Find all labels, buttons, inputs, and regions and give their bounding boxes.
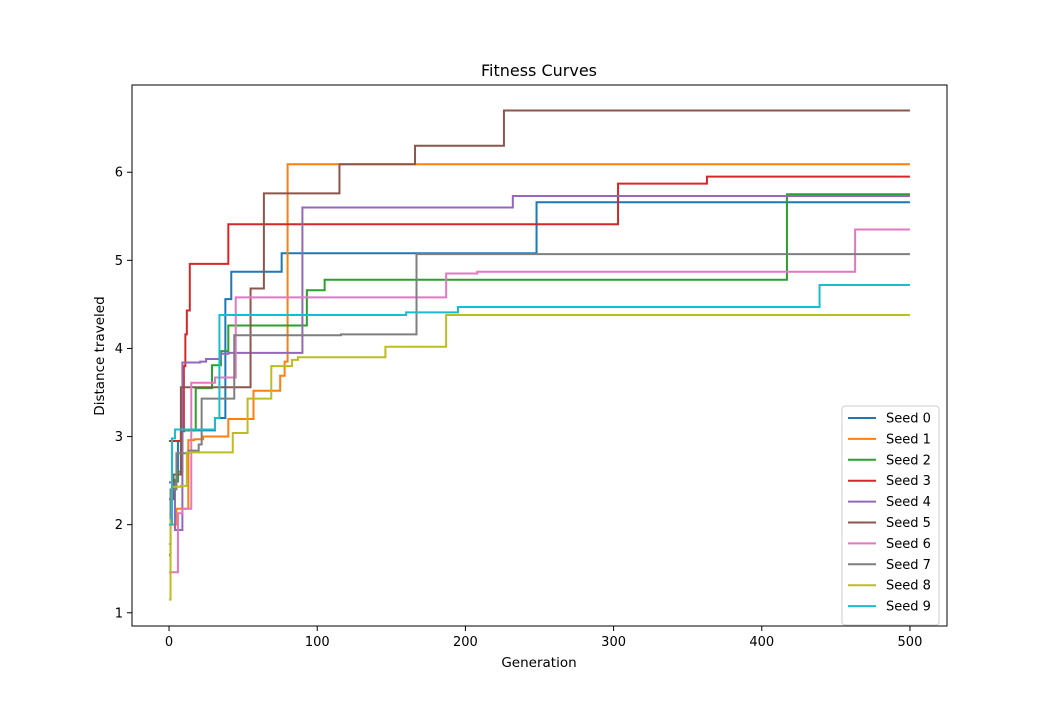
y-tick-label: 2: [115, 518, 123, 533]
legend-label-seed-3: Seed 3: [886, 474, 931, 489]
series-line-seed-4: [169, 195, 910, 531]
x-tick-label: 0: [165, 635, 173, 650]
legend-label-seed-0: Seed 0: [886, 412, 931, 427]
legend-label-seed-1: Seed 1: [886, 432, 931, 447]
series-line-seed-9: [169, 284, 910, 526]
series-line-seed-1: [169, 163, 910, 557]
y-tick-label: 4: [115, 342, 123, 357]
x-axis-label: Generation: [501, 655, 576, 671]
y-tick-label: 5: [115, 254, 123, 269]
x-tick-label: 300: [601, 635, 626, 650]
series-line-seed-6: [169, 228, 910, 574]
y-tick-label: 1: [115, 606, 123, 621]
legend-label-seed-8: Seed 8: [886, 579, 931, 594]
axes: 0 100 200 300 400 500 1 2 3 4 5 6: [115, 84, 948, 650]
legend-label-seed-5: Seed 5: [886, 516, 931, 531]
legend-label-seed-6: Seed 6: [886, 537, 931, 552]
series-line-seed-7: [169, 253, 910, 546]
legend: Seed 0 Seed 1 Seed 2 Seed 3 Seed 4 Seed 5 Seed…: [841, 405, 940, 626]
axes-frame: [131, 84, 948, 627]
plot-area: [169, 109, 910, 601]
x-tick-label: 500: [898, 635, 923, 650]
legend-label-seed-9: Seed 9: [886, 600, 931, 615]
legend-label-seed-2: Seed 2: [886, 453, 931, 468]
legend-label-seed-7: Seed 7: [886, 558, 931, 573]
x-tick-label: 400: [749, 635, 774, 650]
y-tick-label: 3: [115, 430, 123, 445]
x-tick-label: 200: [453, 635, 478, 650]
y-axis-label: Distance traveled: [92, 296, 108, 415]
legend-label-seed-4: Seed 4: [886, 495, 931, 510]
y-tick-label: 6: [115, 166, 123, 181]
chart-title: Fitness Curves: [481, 61, 597, 80]
x-tick-label: 100: [305, 635, 330, 650]
